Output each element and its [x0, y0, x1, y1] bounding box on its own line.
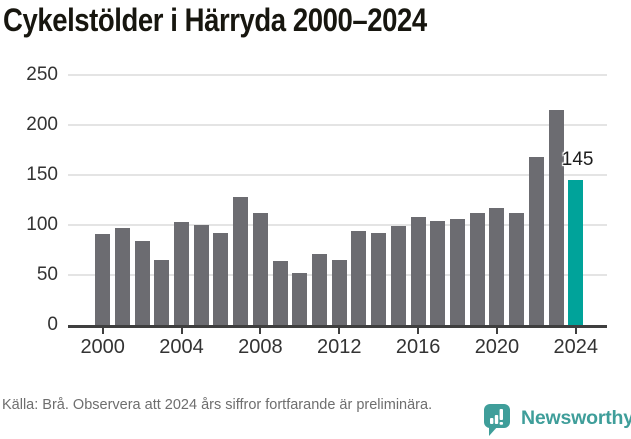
bar: [351, 231, 367, 325]
x-axis: [68, 325, 607, 328]
bar: [390, 226, 406, 325]
bar: [233, 197, 249, 325]
bar: [469, 213, 485, 325]
bar: [252, 213, 268, 325]
chart-title: Cykelstölder i Härryda 2000–2024: [3, 2, 427, 38]
bar: [154, 260, 170, 325]
x-tick-label: 2008: [238, 336, 283, 358]
bar: [134, 241, 150, 325]
y-tick-label: 0: [47, 314, 58, 335]
bar: [312, 254, 328, 325]
y-tick-label: 50: [36, 264, 58, 285]
x-axis-tick: [338, 328, 341, 334]
x-tick-label: 2020: [474, 336, 520, 358]
bar: [292, 273, 308, 325]
source-note: Källa: Brå. Observera att 2024 års siffr…: [2, 397, 433, 413]
bar: [450, 219, 466, 325]
x-tick-label: 2016: [395, 336, 441, 358]
y-tick-label: 100: [26, 214, 58, 235]
gridline: [68, 224, 607, 226]
highlight-value-label: 145: [561, 149, 594, 170]
bar: [509, 213, 525, 325]
y-tick-label: 150: [26, 164, 58, 185]
bar: [528, 157, 544, 325]
bar: [430, 221, 446, 325]
newsworthy-bubble-chart-icon: [484, 404, 510, 436]
x-axis-tick: [259, 328, 262, 334]
gridline: [68, 74, 607, 76]
bar: [213, 233, 229, 325]
bar: [331, 260, 347, 325]
x-tick-label: 2004: [159, 336, 204, 358]
x-tick-label: 2012: [317, 336, 362, 358]
bar: [371, 233, 387, 325]
bar: [114, 228, 130, 325]
bar: [272, 261, 288, 325]
newsworthy-logo: Newsworthy: [483, 403, 631, 437]
brand-name: Newsworthy: [521, 407, 631, 429]
bar: [410, 217, 426, 325]
bar: [174, 222, 190, 325]
bar: [193, 225, 209, 325]
x-axis-tick: [417, 328, 420, 334]
y-tick-label: 250: [26, 64, 58, 85]
x-tick-label: 2000: [80, 336, 125, 358]
x-axis-tick: [101, 328, 104, 334]
bar: [489, 208, 505, 325]
gridline: [68, 174, 607, 176]
x-tick-label: 2024: [553, 336, 599, 358]
bar: [548, 110, 564, 325]
bar-highlighted: [568, 180, 584, 325]
y-tick-label: 200: [26, 114, 58, 135]
bar: [95, 234, 111, 325]
x-axis-tick: [574, 328, 577, 334]
gridline: [68, 124, 607, 126]
x-axis-tick: [180, 328, 183, 334]
x-axis-tick: [495, 328, 498, 334]
